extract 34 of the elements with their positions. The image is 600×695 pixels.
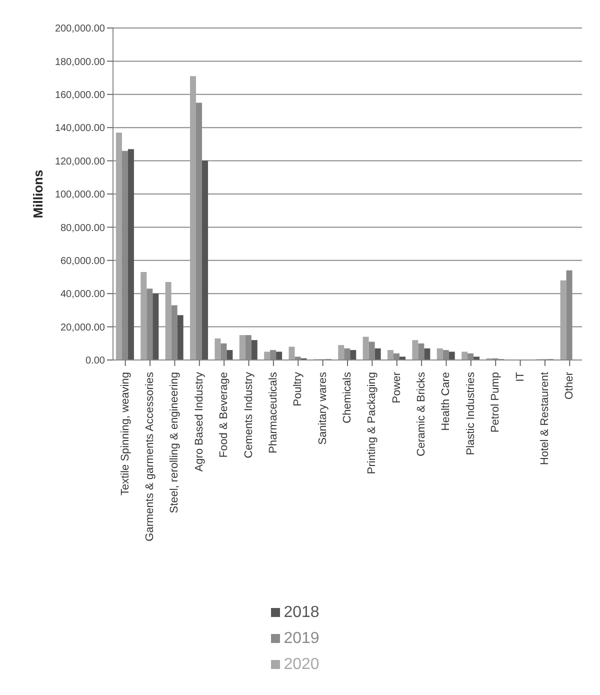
x-tick-label: Plastic Industries bbox=[464, 372, 477, 456]
x-tick-label: Health Care bbox=[440, 372, 452, 431]
y-tick-label: 140,000.00 bbox=[54, 123, 106, 134]
y-tick-label: 200,000.00 bbox=[54, 24, 106, 35]
x-tick-label: Ceramic & Bricks bbox=[416, 372, 428, 456]
y-tick-label: 120,000.00 bbox=[54, 156, 106, 168]
legend-label: 2019 bbox=[284, 630, 320, 647]
y-tick-label: 20,000.00 bbox=[60, 322, 106, 334]
x-tick-label: Hotel & Restaurent bbox=[538, 372, 551, 465]
x-tick-label: Pharmaceuticals bbox=[267, 372, 280, 454]
x-tick-label: Garments & garments Accessories bbox=[144, 372, 156, 542]
y-tick-label: 180,000.00 bbox=[54, 56, 106, 68]
y-tick-label: 80,000.00 bbox=[60, 222, 106, 234]
x-tick-label: Chemicals bbox=[342, 372, 354, 424]
x-tick-label: Agro Based Industry bbox=[193, 372, 206, 472]
x-tick-label: Sanitary wares bbox=[316, 372, 329, 445]
legend-label: 2018 bbox=[284, 604, 320, 621]
x-tick-label: Steel, rerolling & engineering bbox=[168, 372, 181, 514]
legend-label: 2020 bbox=[284, 656, 320, 673]
x-tick-label: Power bbox=[390, 372, 403, 404]
x-tick-label: IT bbox=[514, 372, 526, 382]
x-tick-label: Poultry bbox=[292, 372, 304, 406]
y-tick-label: 40,000.00 bbox=[60, 289, 106, 300]
x-tick-label: Textile Spinning, weaving bbox=[119, 372, 132, 496]
y-axis-title: Millions bbox=[30, 170, 46, 218]
y-tick-label: 100,000.00 bbox=[54, 190, 106, 201]
y-tick-label: 0.00 bbox=[86, 356, 106, 367]
y-tick-label: 60,000.00 bbox=[60, 256, 106, 267]
x-tick-label: Cements Industry bbox=[242, 372, 255, 458]
x-tick-label: Printing & Packaging bbox=[366, 372, 378, 474]
x-tick-label: Food & Beverage bbox=[218, 372, 230, 458]
x-tick-label: Other bbox=[564, 372, 576, 400]
y-tick-label: 160,000.00 bbox=[54, 90, 106, 101]
x-tick-label: Petrol Pump bbox=[490, 372, 502, 433]
